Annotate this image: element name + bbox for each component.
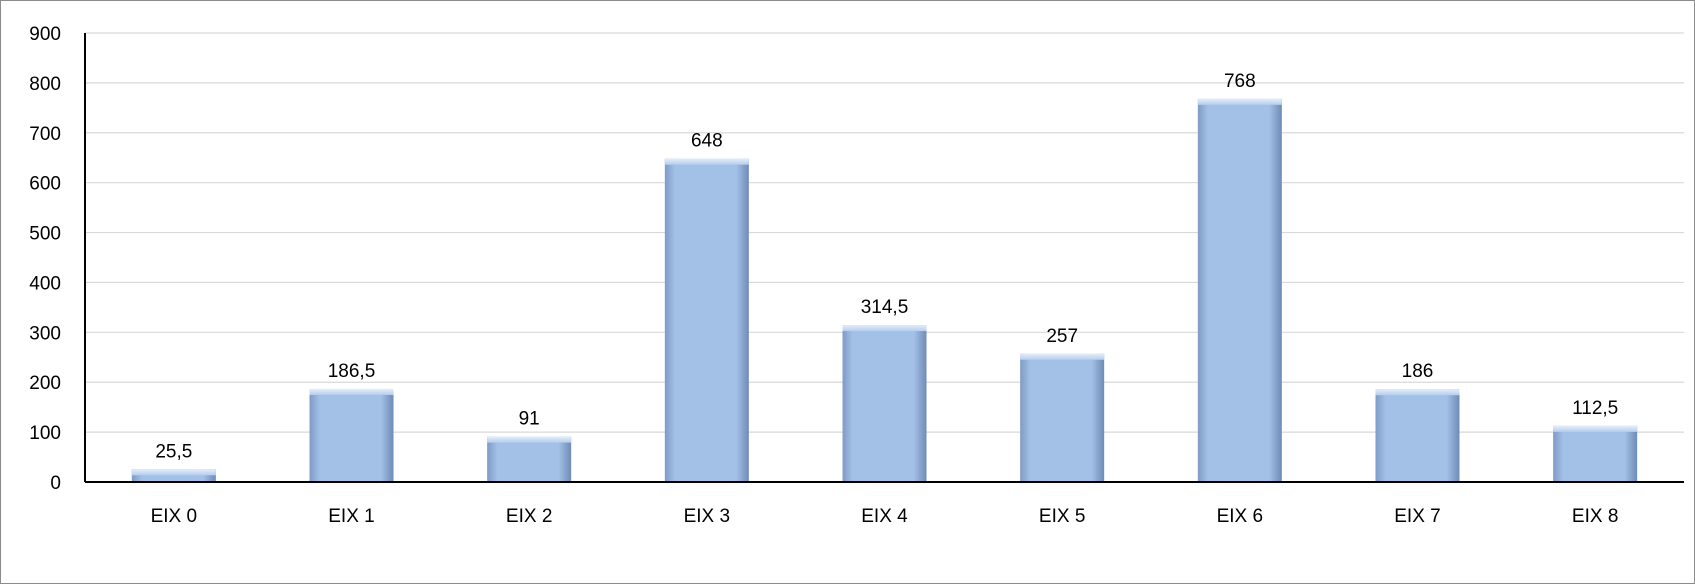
bar-body — [1020, 353, 1105, 482]
y-tick-label: 900 — [29, 24, 61, 45]
bar-body — [1375, 389, 1460, 482]
data-label: 648 — [691, 131, 723, 152]
bar-top — [487, 436, 572, 443]
bar-top — [1197, 98, 1282, 105]
data-label: 112,5 — [1572, 398, 1618, 419]
y-tick-label: 300 — [29, 323, 61, 344]
x-tick-label: EIX 8 — [1572, 506, 1618, 527]
y-tick-label: 200 — [29, 373, 61, 394]
bar-body — [1197, 98, 1282, 482]
bar-top — [309, 388, 394, 395]
gridlines — [85, 32, 1684, 433]
data-label: 186,5 — [328, 361, 376, 382]
bar-body — [1553, 425, 1638, 482]
y-tick-label: 800 — [29, 74, 61, 95]
x-tick-label: EIX 6 — [1217, 506, 1263, 527]
bar — [487, 436, 572, 482]
bar-top — [1375, 389, 1460, 396]
bar — [1553, 425, 1638, 482]
y-tick-label: 100 — [29, 423, 61, 444]
data-labels: 25,5 186,5 91 648 314,5 257 768 186 112,5 — [155, 71, 1618, 462]
x-tick-label: EIX 1 — [328, 506, 374, 527]
bars — [131, 98, 1638, 482]
x-tick-label: EIX 5 — [1039, 506, 1085, 527]
x-tick-label: EIX 0 — [151, 506, 197, 527]
bar-top — [1020, 353, 1105, 360]
data-label: 91 — [519, 409, 540, 430]
data-label: 257 — [1046, 326, 1078, 347]
y-tick-label: 700 — [29, 124, 61, 145]
bar — [842, 325, 927, 482]
y-axis-ticks: 0 100 200 300 400 500 600 700 800 900 — [29, 24, 61, 494]
bar — [1197, 98, 1282, 482]
y-tick-label: 600 — [29, 174, 61, 195]
bar-top — [131, 469, 216, 476]
x-tick-label: EIX 4 — [861, 506, 908, 527]
bar-body — [309, 388, 394, 482]
bar — [664, 158, 749, 482]
bar — [1375, 389, 1460, 482]
x-axis-ticks: EIX 0 EIX 1 EIX 2 EIX 3 EIX 4 EIX 5 EIX 6 EIX 7… — [151, 506, 1619, 527]
y-tick-label: 400 — [29, 273, 61, 294]
data-label: 768 — [1224, 71, 1256, 92]
bar-body — [487, 436, 572, 482]
bar-body — [842, 325, 927, 482]
bar-body — [664, 158, 749, 482]
data-label: 314,5 — [861, 297, 909, 318]
bar — [309, 388, 394, 482]
bar — [1020, 353, 1105, 482]
bar — [131, 469, 216, 482]
data-label: 25,5 — [155, 441, 192, 462]
y-tick-label: 500 — [29, 224, 61, 245]
y-tick-label: 0 — [50, 473, 61, 494]
bar-top — [1553, 425, 1638, 432]
x-tick-label: EIX 2 — [506, 506, 552, 527]
x-tick-label: EIX 3 — [684, 506, 730, 527]
bar-top — [664, 158, 749, 165]
x-tick-label: EIX 7 — [1394, 506, 1440, 527]
data-label: 186 — [1402, 361, 1434, 382]
bar-top — [842, 325, 927, 332]
